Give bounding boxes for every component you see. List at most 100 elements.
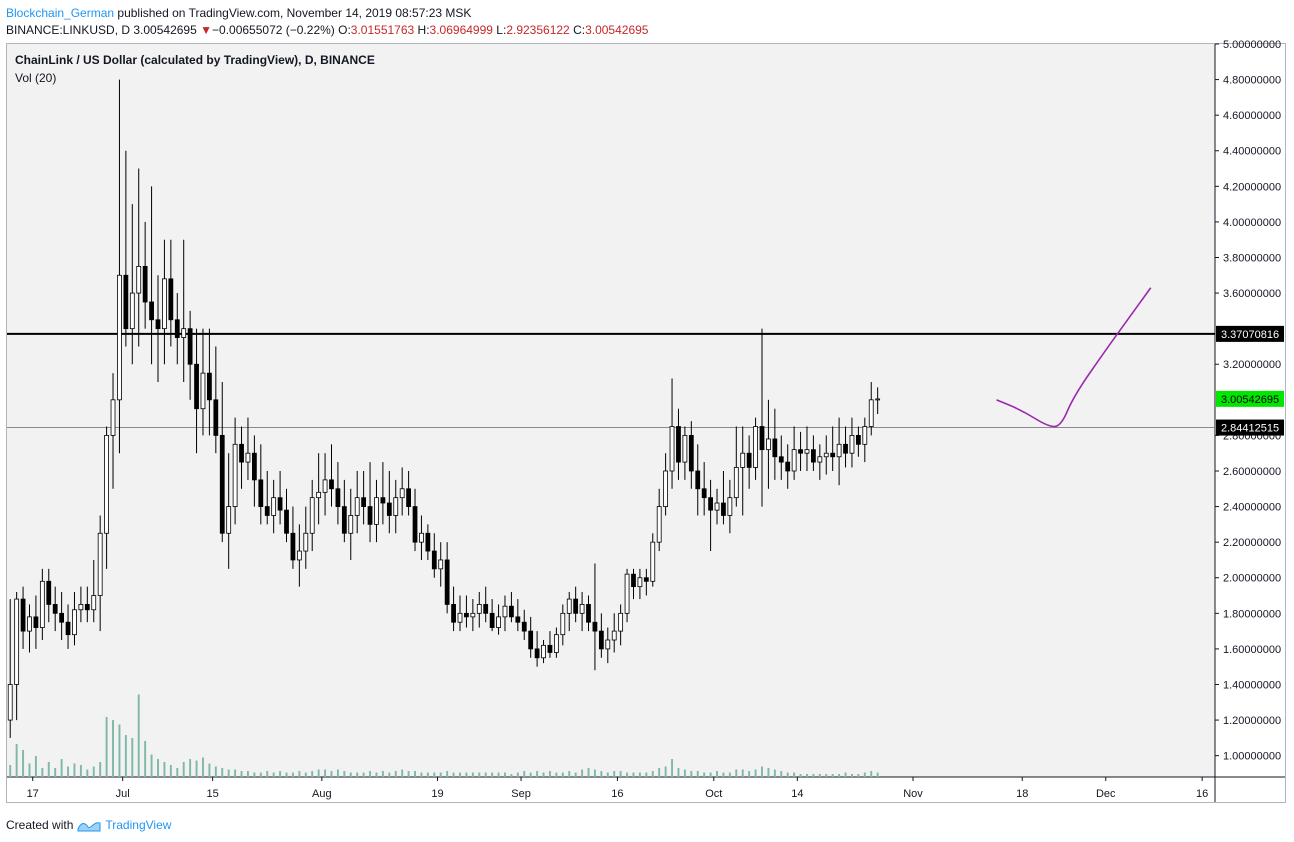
candle-body: [566, 598, 572, 614]
volume-bar: [324, 769, 327, 777]
volume-bar: [234, 769, 237, 777]
candle-body: [438, 559, 444, 570]
candle-body: [78, 604, 84, 611]
candle-body: [361, 497, 367, 507]
candle-body: [759, 426, 765, 451]
volume-bar: [478, 772, 481, 777]
candle-body: [643, 577, 649, 582]
volume-bar: [182, 762, 185, 777]
volume-bar: [394, 771, 397, 777]
volume-bar: [41, 768, 44, 777]
price-tick-label: 2.00000000: [1223, 573, 1281, 585]
volume-bar: [709, 772, 712, 777]
volume-bar: [439, 772, 442, 777]
volume-bar: [169, 765, 172, 777]
candle-body: [772, 438, 778, 458]
candle-body: [855, 435, 861, 445]
candle-body: [213, 399, 219, 436]
price-projection-path[interactable]: [996, 287, 1152, 428]
tradingview-link[interactable]: TradingView: [105, 818, 172, 832]
level-price-label: 3.37070816: [1221, 329, 1279, 341]
candle-body: [721, 502, 726, 516]
candle-body: [142, 265, 148, 303]
volume-bar: [253, 772, 256, 777]
candle-body: [59, 612, 65, 623]
candle-body: [303, 532, 309, 552]
volume-bar: [548, 771, 551, 777]
volume-bar: [863, 772, 866, 777]
candle-body: [830, 452, 836, 458]
volume-bar: [735, 769, 738, 777]
candle-body: [194, 363, 199, 410]
candle-body: [419, 532, 424, 543]
volume-bar: [696, 771, 699, 777]
volume-bar: [542, 772, 545, 777]
price-tick-label: 1.20000000: [1223, 715, 1281, 727]
price-tick-label: 1.40000000: [1223, 679, 1281, 691]
volume-bar: [279, 771, 282, 777]
volume-bar: [555, 772, 558, 777]
candle-body: [868, 399, 874, 427]
candle-body: [412, 506, 418, 543]
volume-bar: [632, 772, 635, 777]
candle-body: [33, 616, 39, 628]
time-tick-label: 17: [27, 788, 39, 800]
candle-body: [258, 479, 264, 507]
volume-bar: [163, 762, 166, 777]
volume-bar: [144, 741, 147, 777]
volume-bar: [22, 750, 25, 777]
volume-bar: [343, 771, 346, 777]
candle-body: [875, 398, 881, 401]
volume-bar: [150, 754, 153, 777]
volume-bar: [336, 769, 339, 777]
volume-bar: [266, 771, 269, 777]
author-link[interactable]: Blockchain_German: [6, 6, 115, 20]
volume-bar: [465, 772, 468, 777]
candle-body: [464, 612, 469, 618]
volume-bar: [214, 766, 217, 777]
candle-body: [239, 443, 244, 463]
price-tick-label: 1.60000000: [1223, 644, 1281, 656]
candle-body: [386, 502, 392, 516]
footer: Created with TradingView: [6, 817, 171, 833]
candle-body: [187, 328, 193, 365]
price-tick-label: 5.00000000: [1223, 39, 1281, 51]
volume-bar: [748, 771, 751, 777]
volume-bar: [818, 774, 821, 777]
candle-body: [65, 621, 71, 636]
candle-body: [489, 612, 495, 628]
candle-body: [20, 598, 26, 632]
volume-bar: [291, 772, 294, 777]
candle-body: [14, 598, 20, 685]
candle-body: [496, 616, 501, 628]
symbol-line: BINANCE:LINKUSD, D 3.00542695 ▼−0.006550…: [6, 22, 648, 38]
volume-bar: [375, 772, 378, 777]
candle-body: [174, 319, 180, 338]
candle-body: [753, 426, 758, 468]
published-text: published on TradingView.com, November 1…: [117, 6, 472, 20]
time-tick-label: 18: [1016, 788, 1028, 800]
time-tick-label: Jul: [116, 788, 130, 800]
candle-body: [316, 491, 322, 499]
candle-body: [836, 443, 842, 458]
time-tick-label: 16: [611, 788, 623, 800]
volume-bar: [574, 772, 577, 777]
candle-body: [727, 497, 733, 516]
volume-bar: [137, 694, 140, 777]
candle-body: [470, 612, 476, 618]
volume-bar: [504, 772, 506, 777]
volume-bar: [362, 772, 365, 777]
candle-body: [155, 319, 161, 330]
close-label: C:: [573, 23, 586, 37]
plot-area[interactable]: [7, 44, 1215, 777]
volume-bar: [208, 763, 211, 777]
candle-body: [72, 609, 77, 636]
candle-body: [129, 292, 135, 330]
candle-body: [104, 435, 109, 534]
candle-body: [843, 443, 848, 454]
candle-body: [284, 509, 289, 534]
candle-body: [290, 532, 296, 561]
volume-bar: [195, 760, 198, 777]
volume-bar: [304, 772, 307, 777]
